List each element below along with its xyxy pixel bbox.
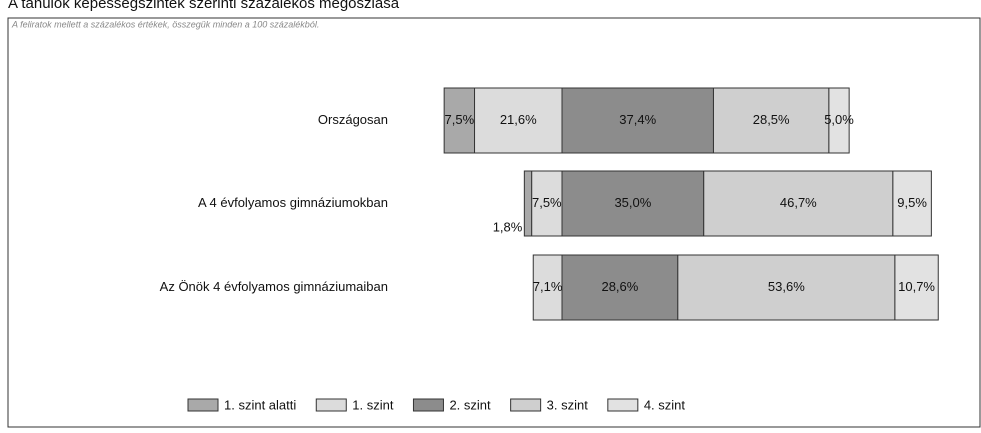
- data-label: 28,6%: [601, 279, 638, 294]
- bar-segment: [561, 170, 705, 237]
- data-label: 10,7%: [898, 279, 935, 294]
- legend-label: 2. szint: [449, 397, 491, 412]
- bar-segment: [677, 254, 896, 321]
- data-label: 5,0%: [824, 112, 854, 127]
- bar-segment: [523, 170, 533, 237]
- legend-label: 4. szint: [644, 397, 686, 412]
- data-label: 7,5%: [445, 112, 475, 127]
- data-label: 21,6%: [500, 112, 537, 127]
- data-label: 7,5%: [532, 195, 562, 210]
- bar-segment: [443, 87, 476, 154]
- bar-segment: [474, 87, 563, 154]
- bar-segment: [828, 87, 850, 154]
- category-label: Országosan: [318, 112, 388, 127]
- legend-label: 3. szint: [547, 397, 589, 412]
- category-label: Az Önök 4 évfolyamos gimnáziumaiban: [160, 279, 388, 294]
- chart-subtitle: A feliratok mellett a százalékos értékek…: [11, 19, 319, 29]
- data-label: 7,1%: [533, 279, 563, 294]
- chart-title: A tanulók képességszintek szerinti száza…: [8, 0, 400, 12]
- data-label: 53,6%: [768, 279, 805, 294]
- bar-segment: [703, 170, 894, 237]
- data-label: 37,4%: [619, 112, 656, 127]
- category-label: A 4 évfolyamos gimnáziumokban: [198, 195, 388, 210]
- data-label: 9,5%: [897, 195, 927, 210]
- data-label: 46,7%: [780, 195, 817, 210]
- data-label: 28,5%: [753, 112, 790, 127]
- legend-swatch: [315, 398, 347, 412]
- legend-swatch: [187, 398, 219, 412]
- bar-segment: [894, 254, 939, 321]
- bar-segment: [892, 170, 932, 237]
- bar-segment: [532, 254, 563, 321]
- legend-label: 1. szint: [352, 397, 394, 412]
- data-label: 1,8%: [493, 219, 523, 234]
- legend-swatch: [607, 398, 639, 412]
- legend-swatch: [412, 398, 444, 412]
- chart-frame: [7, 17, 981, 428]
- bar-segment: [712, 87, 830, 154]
- data-label: 35,0%: [614, 195, 651, 210]
- legend-swatch: [510, 398, 542, 412]
- legend-label: 1. szint alatti: [224, 397, 296, 412]
